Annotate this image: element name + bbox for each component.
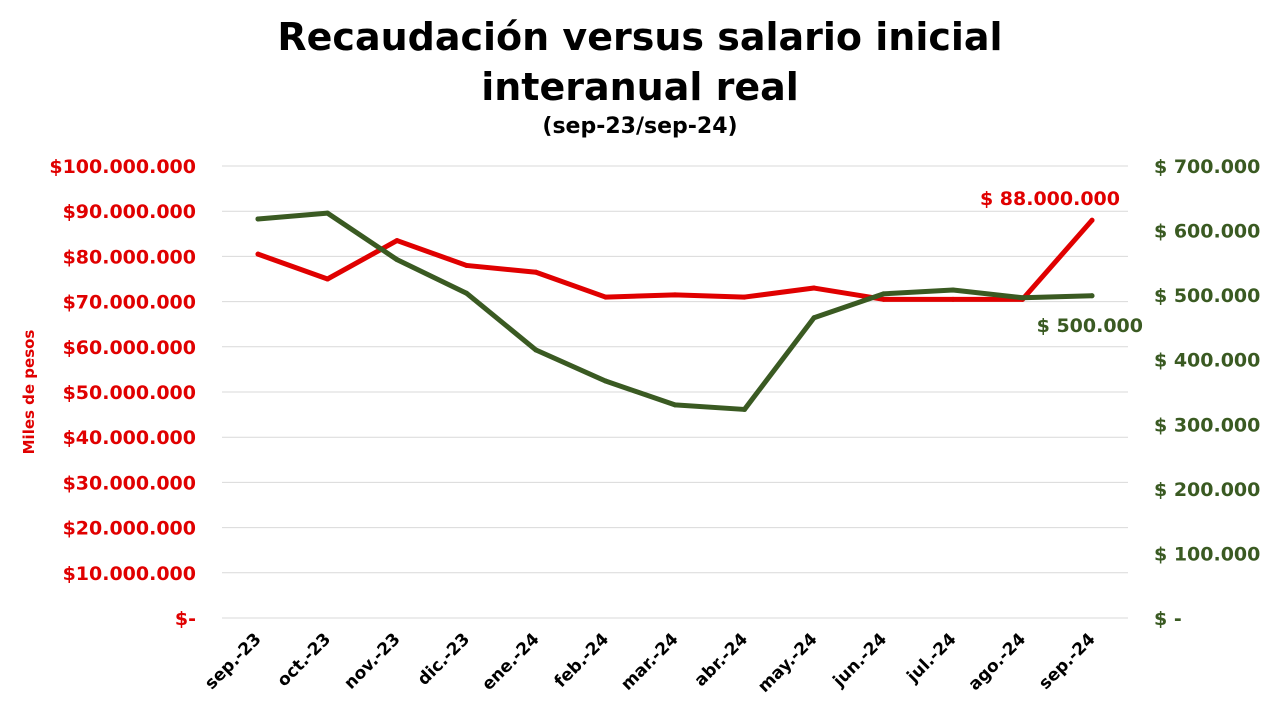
data-point (881, 291, 886, 297)
left-tick-label: $90.000.000 (63, 201, 196, 223)
left-tick-label: $40.000.000 (63, 427, 196, 449)
data-point (811, 315, 817, 321)
left-tick-label: $- (175, 608, 196, 630)
left-tick-label: $20.000.000 (63, 518, 196, 540)
x-tick-label: oct.-23 (273, 629, 335, 691)
left-tick-label: $60.000.000 (63, 337, 196, 359)
data-point (325, 210, 330, 216)
data-point (325, 276, 330, 282)
x-tick-label: sep.-23 (201, 629, 265, 693)
data-labels: $ 88.000.000 $ 500.000 (980, 188, 1143, 337)
data-point (881, 296, 886, 302)
chart-title-line-2: interanual real (481, 65, 799, 109)
data-point (533, 347, 539, 353)
data-point (464, 290, 469, 296)
series-line-recaudacion (255, 217, 1095, 302)
series-lines (255, 210, 1095, 412)
data-point (464, 262, 469, 268)
x-tick-label: may.-24 (754, 629, 822, 697)
data-point (603, 294, 608, 300)
data-label-recaudacion: $ 88.000.000 (980, 188, 1120, 210)
data-point (672, 402, 678, 408)
data-point (950, 296, 956, 302)
data-point (742, 406, 747, 412)
left-tick-label: $30.000.000 (63, 472, 196, 494)
data-point (811, 285, 817, 291)
left-tick-label: $70.000.000 (63, 292, 196, 314)
gridlines (222, 165, 1128, 619)
right-tick-label: $ 100.000 (1154, 543, 1260, 565)
left-tick-label: $50.000.000 (63, 382, 196, 404)
x-tick-label: abr.-24 (691, 629, 752, 690)
x-tick-label: jul.-24 (903, 629, 961, 687)
x-tick-label: jun.-24 (829, 629, 891, 691)
right-tick-label: $ 500.000 (1154, 285, 1260, 307)
data-point (255, 251, 261, 257)
data-point (672, 292, 678, 298)
left-tick-label: $80.000.000 (63, 246, 196, 268)
x-axis-ticks: sep.-23 oct.-23 nov.-23 dic.-23 ene.-24 feb.-… (201, 629, 1099, 697)
right-tick-label: $ 600.000 (1154, 221, 1260, 243)
data-point (255, 216, 261, 222)
data-point (394, 238, 400, 244)
y-axis-label: Miles de pesos (20, 330, 38, 455)
left-axis-ticks: $- $10.000.000 $20.000.000 $30.000.000 $40.0… (49, 156, 196, 630)
x-tick-label: ene.-24 (478, 629, 543, 694)
data-point (533, 269, 539, 275)
right-tick-label: $ - (1154, 608, 1182, 630)
x-tick-label: nov.-23 (340, 629, 404, 693)
x-tick-label: sep.-24 (1035, 629, 1099, 693)
x-tick-label: ago.-24 (965, 629, 1031, 695)
x-tick-label: mar.-24 (617, 629, 682, 694)
left-tick-label: $10.000.000 (63, 563, 196, 585)
data-point (1089, 293, 1095, 299)
left-tick-label: $100.000.000 (49, 156, 196, 178)
right-tick-label: $ 400.000 (1154, 350, 1260, 372)
data-point (742, 294, 747, 300)
chart-title: Recaudación versus salario inicial inter… (0, 12, 1280, 112)
data-point (1020, 295, 1025, 301)
data-label-salario: $ 500.000 (1037, 315, 1143, 337)
data-point (603, 378, 608, 384)
right-axis-ticks: $ - $ 100.000 $ 200.000 $ 300.000 $ 400.000 $… (1154, 156, 1260, 630)
right-tick-label: $ 200.000 (1154, 479, 1260, 501)
data-point (394, 257, 400, 263)
data-point (950, 287, 956, 293)
x-tick-label: dic.-23 (414, 629, 474, 689)
chart-subtitle: (sep-23/sep-24) (542, 114, 738, 139)
series-line-salario (255, 210, 1095, 412)
right-tick-label: $ 700.000 (1154, 156, 1260, 178)
chart-title-line-1: Recaudación versus salario inicial (277, 15, 1003, 59)
right-tick-label: $ 300.000 (1154, 414, 1260, 436)
data-point (1089, 217, 1095, 223)
x-tick-label: feb.-24 (551, 629, 614, 692)
